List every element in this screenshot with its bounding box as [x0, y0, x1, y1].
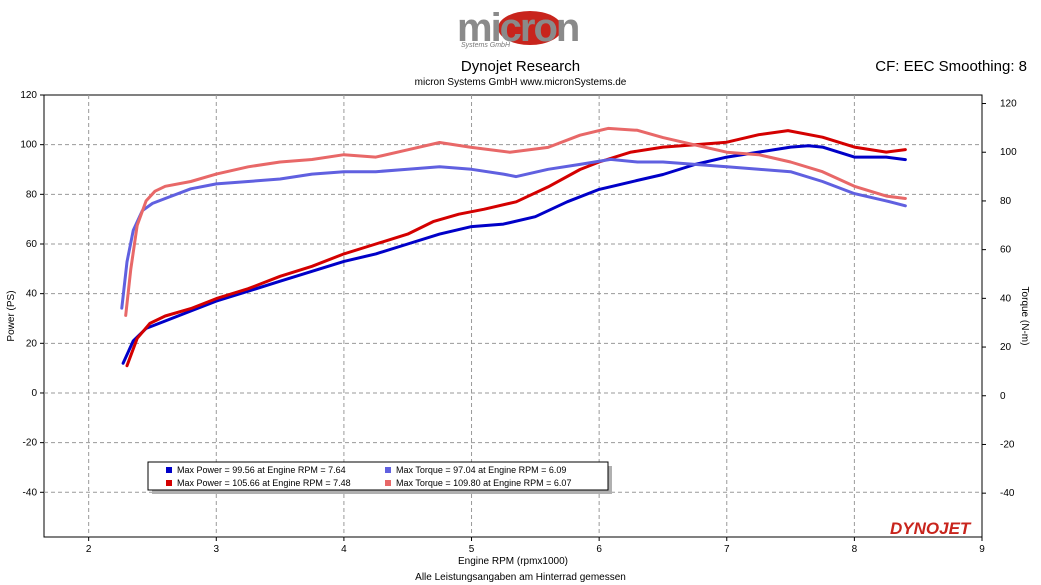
legend-swatch — [166, 480, 172, 486]
y-tick-label: 80 — [26, 189, 38, 200]
y-axis-label: Power (PS) — [6, 290, 17, 341]
series-line-3 — [124, 126, 907, 317]
chart-title: Dynojet Research — [460, 58, 581, 75]
y-tick-label: 40 — [26, 289, 38, 300]
x-tick-label: 2 — [86, 544, 92, 555]
legend-label: Max Torque = 109.80 at Engine RPM = 6.07 — [396, 478, 571, 488]
legend: Max Power = 99.56 at Engine RPM = 7.64 Ma… — [166, 465, 571, 488]
legend-label: Max Torque = 97.04 at Engine RPM = 6.09 — [396, 465, 566, 475]
x-tick-label: 9 — [979, 544, 985, 555]
legend-box — [147, 461, 612, 494]
y2-tick-label: 20 — [1000, 342, 1012, 353]
legend-swatch — [166, 467, 172, 473]
dynojet-brand-mark: DYNOJET — [890, 519, 972, 538]
x-axis-label: Engine RPM (rpmx1000) — [458, 556, 568, 567]
y-tick-label: 0 — [31, 388, 37, 399]
dyno-chart: 2 3 4 5 6 7 8 9 120 100 80 60 40 20 0 -20 -40 120 100 80 60 4… — [6, 90, 1030, 567]
y-tick-label: -40 — [23, 487, 38, 498]
y2-tick-label: 60 — [1000, 245, 1012, 256]
y-tick-label: 20 — [26, 338, 38, 349]
series-line-1 — [125, 129, 907, 368]
x-tick-label: 6 — [596, 544, 602, 555]
y-tick-label: -20 — [23, 438, 38, 449]
legend-label: Max Power = 105.66 at Engine RPM = 7.48 — [177, 478, 351, 488]
chart-subtitle: micron Systems GmbH www.micronSystems.de — [414, 77, 627, 88]
series-line-0 — [121, 144, 907, 365]
x-tick-label: 5 — [469, 544, 475, 555]
logo-swoosh — [498, 11, 562, 45]
y2-tick-label: 80 — [1000, 196, 1012, 207]
y2-tick-label: 40 — [1000, 293, 1012, 304]
series-layer — [120, 126, 907, 368]
x-tick-label: 8 — [852, 544, 858, 555]
y2-tick-label: 100 — [1000, 147, 1017, 158]
x-tick-label: 4 — [341, 544, 347, 555]
legend-swatch — [385, 467, 391, 473]
legend-label: Max Power = 99.56 at Engine RPM = 7.64 — [177, 465, 346, 475]
y-tick-label: 100 — [20, 140, 37, 151]
y2-axis-label: Torque (N-m) — [1019, 287, 1030, 346]
x-tick-label: 3 — [214, 544, 220, 555]
x-tick-label: 7 — [724, 544, 730, 555]
y-tick-label: 120 — [20, 90, 37, 101]
y-tick-label: 60 — [26, 239, 38, 250]
series-line-2 — [120, 157, 907, 310]
correction-factor-label: CF: EEC Smoothing: 8 — [875, 58, 1027, 75]
footer-note: Alle Leistungsangaben am Hinterrad gemes… — [415, 572, 626, 583]
dynojet-wordmark: DYNOJET — [890, 519, 972, 538]
logo-subtext: Systems GmbH — [461, 42, 511, 49]
y2-tick-label: -20 — [1000, 439, 1015, 450]
micron-logo: micron Systems GmbH — [455, 6, 585, 56]
y2-tick-label: 0 — [1000, 391, 1006, 402]
logo-wordmark: micron — [457, 6, 580, 50]
y2-tick-label: 120 — [1000, 99, 1017, 110]
axis-layer: 2 3 4 5 6 7 8 9 120 100 80 60 40 20 0 -20 -40 120 100 80 60 4… — [20, 90, 1017, 555]
legend-swatch — [385, 480, 391, 486]
y2-tick-label: -40 — [1000, 488, 1015, 499]
